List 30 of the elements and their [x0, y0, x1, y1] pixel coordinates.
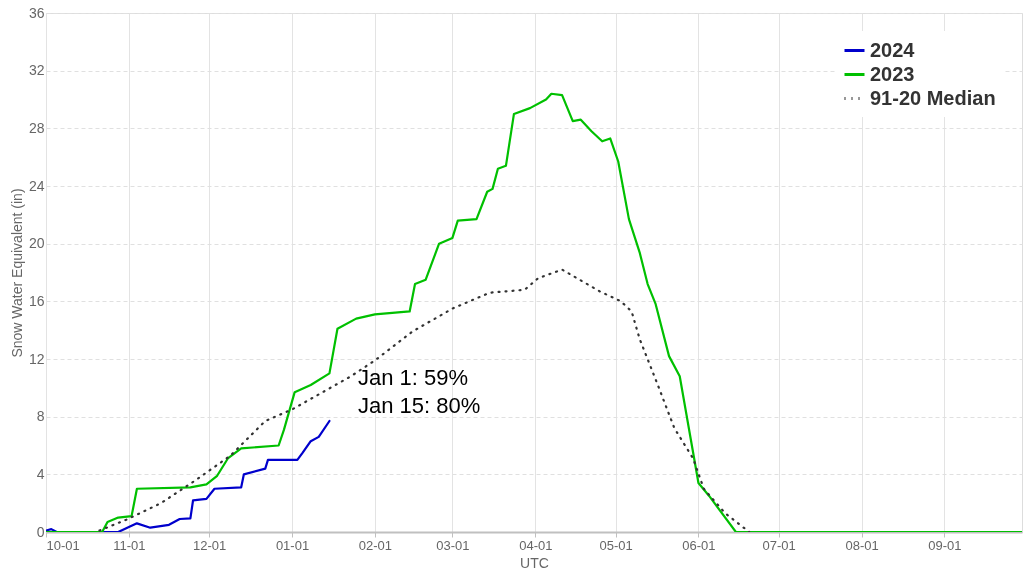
x-tick-label: 10-01	[46, 537, 80, 553]
x-tick-label: 02-01	[358, 537, 393, 553]
x-tick-label: 12-01	[192, 537, 227, 553]
legend-label: 91-20 Median	[870, 86, 996, 109]
y-tick-label: 8	[36, 408, 45, 425]
x-tick-label: 05-01	[599, 537, 633, 553]
annotation: Jan 1: 59%	[358, 365, 469, 390]
y-tick-label: 16	[28, 292, 45, 309]
y-tick-label: 0	[36, 523, 45, 540]
x-tick-label: 04-01	[519, 537, 553, 553]
y-axis-title: Snow Water Equivalent (in)	[8, 188, 25, 358]
annotation: Jan 15: 80%	[358, 393, 481, 418]
x-tick-label: 03-01	[436, 537, 470, 553]
line-series	[98, 268, 751, 532]
y-tick-label: 32	[28, 62, 45, 79]
y-tick-label: 12	[28, 350, 45, 367]
y-tick-label: 28	[28, 119, 45, 136]
y-tick-label: 4	[36, 465, 45, 482]
legend-label: 2023	[870, 62, 915, 85]
x-axis-title: UTC	[520, 554, 549, 571]
x-tick-label: 01-01	[275, 537, 310, 553]
legend-label: 2024	[870, 38, 916, 61]
x-tick-label: 06-01	[682, 537, 716, 553]
y-tick-label: 36	[28, 4, 45, 21]
x-tick-label: 08-01	[845, 537, 879, 553]
x-tick-label: 09-01	[928, 537, 962, 553]
y-tick-label: 20	[28, 235, 45, 252]
x-tick-label: 11-01	[113, 537, 146, 553]
y-tick-label: 24	[28, 177, 45, 194]
x-tick-label: 07-01	[762, 537, 796, 553]
